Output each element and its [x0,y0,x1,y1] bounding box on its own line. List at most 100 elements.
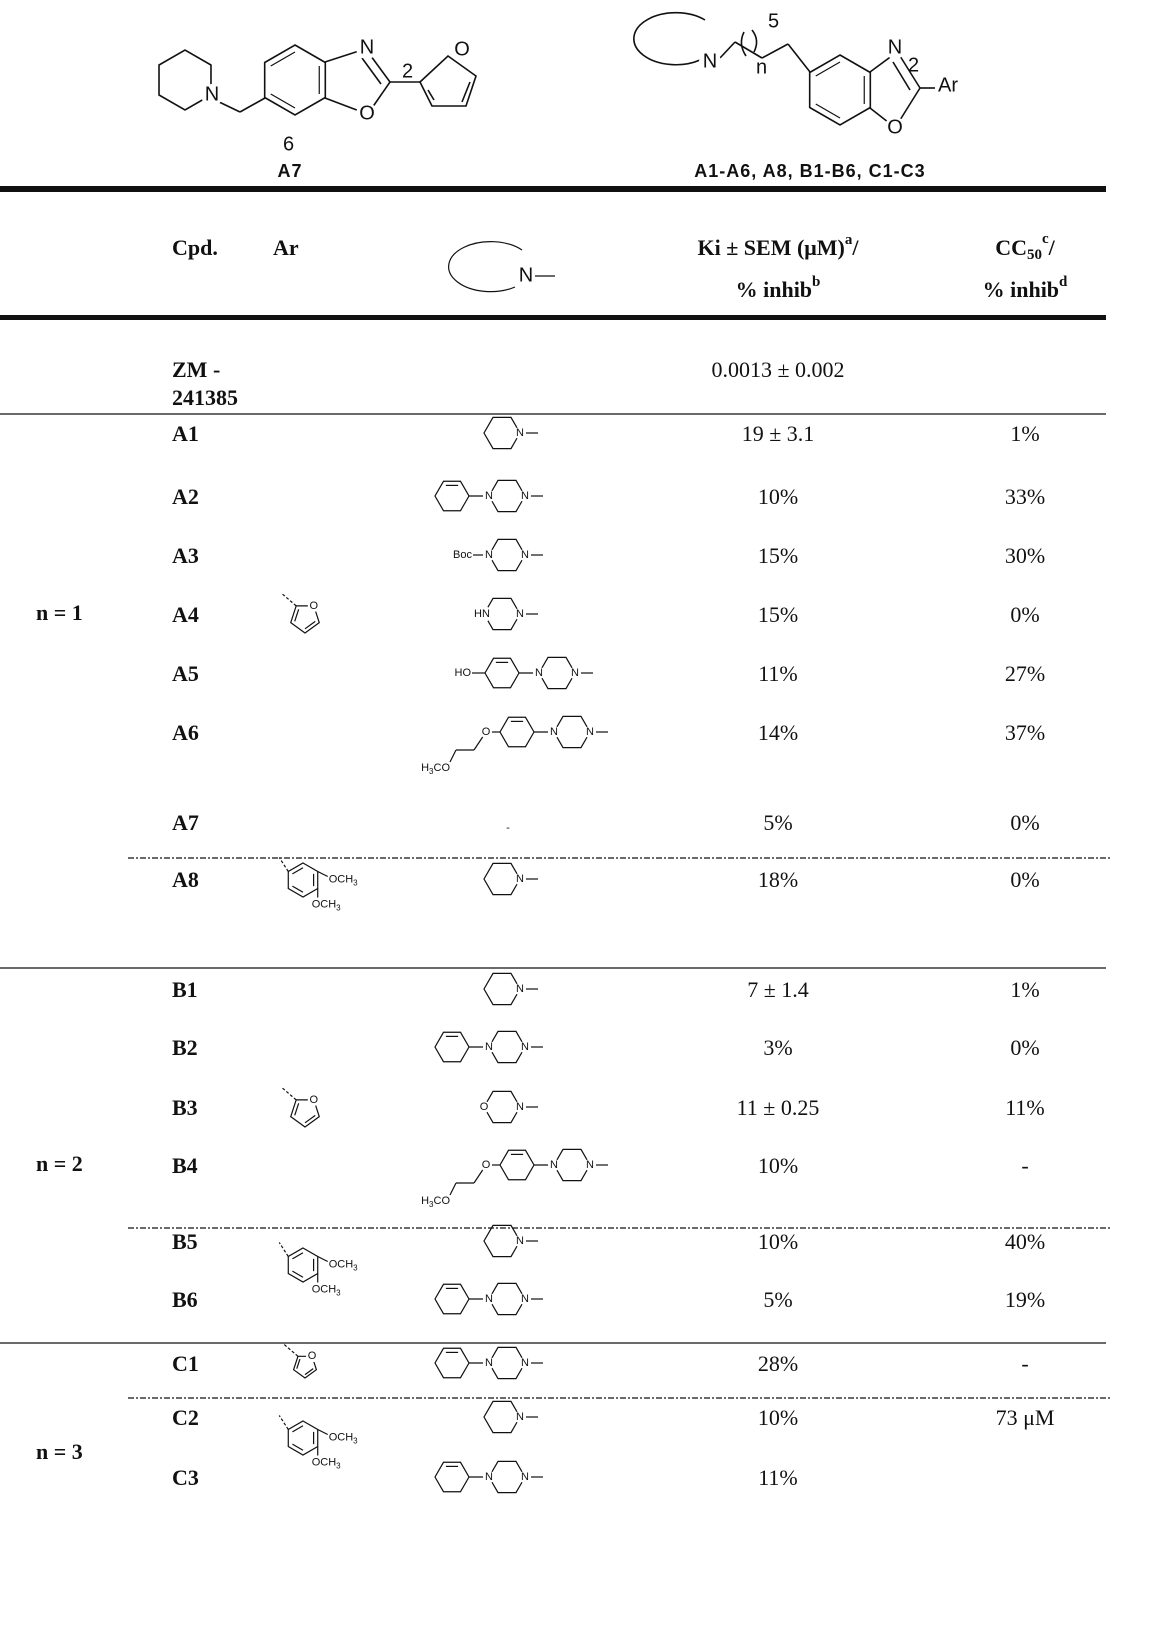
rule [0,315,1106,320]
atom-bg [533,667,545,679]
compound: B6 [172,1287,198,1312]
compound: A7 [172,810,199,835]
text-part: OCH [312,898,337,910]
text-part: H [421,762,429,774]
atom-label: N [516,608,524,620]
bond [734,41,763,59]
atom-bg [483,1471,495,1483]
cc-value: 1% [1010,421,1039,446]
ki-value: 7 ± 1.4 [747,977,809,1002]
atom-label: N [571,667,579,679]
atom-label: N [550,726,558,738]
text-part: CC [995,235,1027,260]
ring [434,1031,470,1063]
ring [483,416,521,450]
atom-label: O [359,102,375,124]
atom-label: N [516,1101,524,1113]
atom-label: N [888,36,902,58]
bond [292,867,304,875]
cc-value: 33% [1005,484,1045,509]
ki-value: 10% [758,1229,798,1254]
text-part: 3 [429,1200,434,1209]
column-header: Ki ± SEM (μM)a/ [698,232,860,260]
atom-label: N [485,1041,493,1053]
compound: A4 [172,602,199,627]
scaffold-label: A1-A6, A8, B1-B6, C1-C3 [694,161,925,181]
atom-label: N [516,1411,524,1423]
atom-bg [514,1101,526,1113]
column-header: CC50c/ [995,231,1055,263]
atom-bg [514,983,526,995]
text-part: 3 [353,1437,358,1446]
compound: B2 [172,1035,198,1060]
atom-bg [514,1411,526,1423]
atom-bg [514,1235,526,1247]
bond [361,57,382,85]
ki-value: 10% [758,1405,798,1430]
atom-bg [519,1293,531,1305]
ring [808,54,872,126]
ki-value: 10% [758,1153,798,1178]
atom-bg [483,490,495,502]
atom-bg [483,1041,495,1053]
ki-value: 11% [758,661,798,686]
text-part: 3 [336,904,341,913]
text-part: CO [434,1195,451,1207]
rule [0,186,1106,192]
atom-label: N [521,1357,529,1369]
substituent: OCH3 [312,1283,341,1297]
cc-value: 27% [1005,661,1045,686]
compound: A5 [172,661,199,686]
atom-bg [884,117,906,139]
group-label: n = 1 [36,600,83,625]
atom-bg [483,549,495,561]
atom-bg [473,605,491,623]
bond [278,1242,289,1257]
atom-label: N [516,1235,524,1247]
compound: B3 [172,1095,198,1120]
text-part: 3 [336,1462,341,1471]
atom-label: N [535,667,543,679]
bond [899,87,921,121]
text-part: H [421,1195,429,1207]
atom-bg [519,549,531,561]
ki-value: 18% [758,867,798,892]
text-part: 3 [336,1289,341,1298]
cc-value: 0% [1010,867,1039,892]
bond [281,1087,297,1101]
atom-label: HN [474,608,490,620]
bond [281,593,297,607]
ring [483,1224,521,1258]
substituent: H3CO [421,762,450,776]
atom-label: N [205,83,219,105]
ki-value: 10% [758,484,798,509]
bond [317,1255,328,1263]
atom-bg [356,37,378,59]
text-part: % inhib [983,277,1059,302]
amine-ring [633,11,706,66]
text-part: OCH [312,1456,337,1468]
bond [296,1358,301,1369]
atom-label: N [485,549,493,561]
compound: A1 [172,421,199,446]
position-label: 2 [908,54,919,76]
atom-label: N [360,36,374,58]
cc-value: 37% [1005,720,1045,745]
cc-value: 19% [1005,1287,1045,1312]
cc-value: - [1021,1351,1028,1376]
group-label: n = 2 [36,1151,83,1176]
compound: B4 [172,1153,198,1178]
bond [324,97,363,113]
atom-label: N [485,1357,493,1369]
atom-label: N [485,1471,493,1483]
atom-label: O [454,38,470,60]
atom-label: Boc [453,549,472,561]
ki-value: 14% [758,720,798,745]
bond [292,885,304,893]
bond [270,51,296,67]
cc-value: 30% [1005,543,1045,568]
bond [294,609,300,622]
atom-label: N [521,490,529,502]
atom-label: N [521,1471,529,1483]
